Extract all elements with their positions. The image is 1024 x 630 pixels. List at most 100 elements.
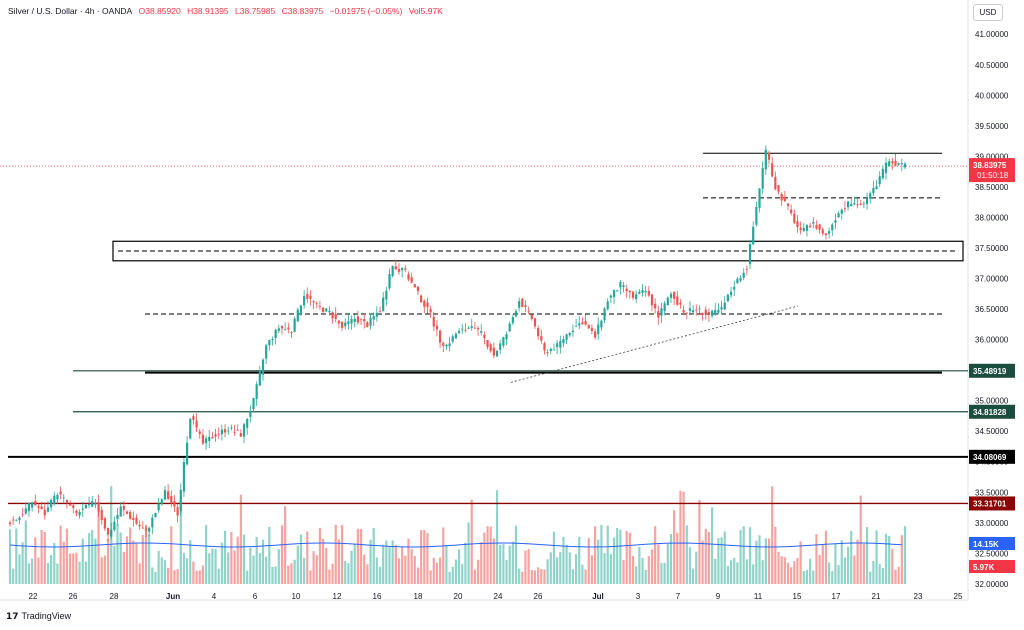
volume-bar — [815, 534, 818, 584]
volume-bar — [56, 563, 59, 584]
volume-bar — [530, 570, 533, 584]
candle-body — [252, 398, 255, 410]
volume-bar — [385, 540, 388, 584]
volume-label: 5.97K — [973, 563, 995, 572]
volume-bar — [581, 564, 584, 584]
volume-bar — [543, 569, 546, 584]
candle-body — [790, 209, 793, 214]
volume-ma-label: 14.15K — [973, 540, 999, 549]
candle-body — [15, 519, 18, 521]
volume-bar — [201, 565, 205, 584]
volume-bar — [742, 526, 745, 584]
volume-bar — [752, 564, 755, 584]
x-tick-label: 17 — [832, 592, 841, 601]
currency-button[interactable]: USD — [973, 4, 1003, 21]
volume-bar — [68, 553, 72, 584]
volume-bar — [771, 486, 774, 584]
y-tick-label: 37.50000 — [975, 244, 1009, 253]
candle-body — [303, 296, 306, 306]
candle-body — [68, 504, 72, 506]
volume-bar — [347, 563, 350, 584]
candle-body — [43, 509, 46, 516]
x-tick-label: 12 — [333, 592, 342, 601]
volume-bar — [252, 555, 255, 584]
volume-bar — [527, 549, 530, 584]
level-tag-33-31701-bg — [969, 496, 1015, 511]
volume-bar — [416, 567, 420, 584]
y-tick-label: 33.50000 — [975, 488, 1009, 497]
volume-bar — [600, 525, 603, 584]
candle-body — [334, 314, 337, 320]
resistance-zone-box — [112, 240, 964, 262]
candle-body — [192, 416, 195, 420]
volume-bar — [34, 537, 37, 584]
volume-bar — [141, 535, 144, 584]
candle-body — [875, 186, 878, 190]
candle-body — [163, 490, 167, 500]
volume-bar — [508, 545, 511, 584]
volume-bar — [546, 559, 549, 584]
volume-bar — [344, 561, 347, 584]
volume-bar — [372, 528, 375, 584]
candle-body — [201, 434, 205, 444]
candle-body — [265, 345, 268, 359]
candle-body — [59, 491, 62, 495]
volume-ma-tag-bg — [969, 537, 1015, 550]
candle-body — [650, 294, 654, 306]
candle-body — [236, 429, 239, 431]
candle-body — [37, 506, 40, 508]
candle-body — [12, 519, 15, 521]
candle-body — [597, 324, 600, 335]
x-tick-label: 24 — [494, 592, 503, 601]
volume-bar — [340, 525, 344, 584]
candle-body — [8, 522, 12, 524]
candle-body — [195, 420, 198, 428]
volume-bar — [767, 538, 771, 584]
volume-bar — [382, 544, 385, 584]
volume-bar — [552, 531, 556, 584]
y-tick-label: 32.50000 — [975, 549, 1009, 558]
candle-body — [673, 291, 676, 299]
candle-body — [824, 233, 828, 236]
candle-body — [467, 328, 470, 329]
volume-bar — [280, 525, 284, 584]
volume-bar — [891, 548, 894, 584]
candle-body — [344, 322, 347, 327]
volume-bar — [138, 563, 141, 584]
volume-bar — [606, 525, 609, 584]
candle-body — [622, 285, 625, 287]
candle-body — [647, 290, 650, 296]
x-tick-label: 4 — [212, 592, 217, 601]
volume-bar — [884, 533, 888, 584]
volume-bar — [720, 537, 723, 584]
candle-body — [565, 334, 568, 340]
candle-body — [144, 528, 148, 531]
volume-bar — [328, 569, 331, 584]
volume-bar — [533, 570, 537, 584]
x-tick-label: 15 — [793, 592, 802, 601]
volume-bar — [688, 547, 692, 584]
candle-body — [410, 277, 413, 283]
volume-bar — [850, 530, 853, 584]
candle-body — [900, 163, 903, 165]
volume-bar — [856, 539, 859, 584]
candle-body — [182, 462, 186, 492]
candle-body — [641, 290, 644, 293]
volume-bar — [59, 525, 62, 584]
volume-bar — [397, 558, 401, 584]
volume-bar — [568, 552, 571, 584]
volume-bar — [40, 529, 43, 584]
candle-body — [701, 312, 704, 315]
volume-bar — [903, 526, 907, 584]
volume-bar — [812, 570, 815, 584]
candle-body — [391, 266, 394, 276]
volume-bar — [72, 553, 75, 584]
volume-bar — [796, 558, 799, 584]
change-value: −0.01975 (−0.05%) — [329, 6, 403, 16]
volume-bar — [163, 560, 167, 584]
volume-bar — [8, 529, 12, 584]
candle-body — [242, 424, 246, 437]
candle-body — [767, 152, 771, 160]
volume-bar — [745, 559, 748, 584]
